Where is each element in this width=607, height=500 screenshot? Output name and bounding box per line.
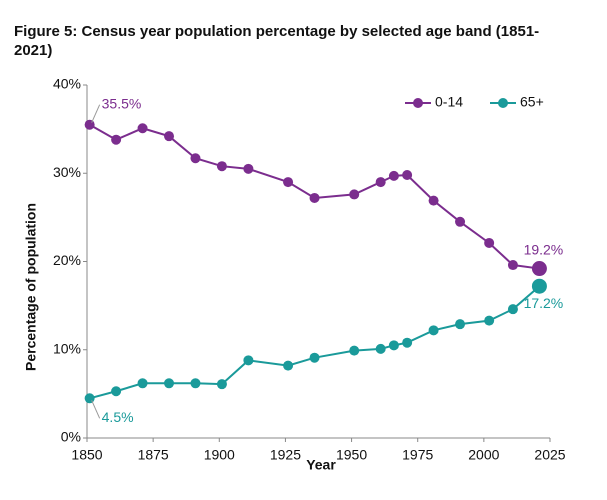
y-tick-label: 10% [53,340,81,356]
x-tick-label: 2000 [468,447,499,463]
data-point [531,261,547,277]
data-point [375,177,386,188]
legend-label: 0-14 [435,94,463,110]
data-point [402,170,413,181]
legend-marker [413,98,423,108]
series-line [89,285,541,400]
x-tick-label: 1900 [204,447,235,463]
data-point [507,304,518,315]
data-point [190,378,201,389]
data-point [349,189,360,200]
y-tick-label: 20% [53,252,81,268]
y-tick-label: 30% [53,164,81,180]
data-point [375,343,386,354]
y-tick-label: 0% [61,429,81,445]
data-point [137,123,148,134]
x-tick-label: 1850 [71,447,102,463]
data-point [309,352,320,363]
x-tick-label: 1950 [336,447,367,463]
data-point [455,319,466,330]
data-point [111,134,122,145]
data-label: 19.2% [524,241,564,257]
data-point [484,315,495,326]
data-label: 17.2% [524,295,564,311]
label-leader [91,104,101,123]
data-point [283,360,294,371]
data-point [137,378,148,389]
data-point [111,386,122,397]
x-tick-label: 1925 [270,447,301,463]
data-point [484,237,495,248]
data-point [216,161,227,172]
data-point [216,379,227,390]
data-label: 4.5% [102,409,134,425]
data-point [455,216,466,227]
data-point [164,378,175,389]
data-label: 35.5% [102,95,142,111]
data-point [428,195,439,206]
data-point [309,192,320,203]
data-point [164,131,175,142]
data-point [531,278,547,294]
data-point [402,337,413,348]
data-point [283,177,294,188]
data-point [243,163,254,174]
legend-label: 65+ [520,94,544,110]
data-point [84,119,95,130]
x-tick-label: 2025 [534,447,565,463]
label-leader [91,400,101,419]
x-tick-label: 1975 [402,447,433,463]
x-tick-label: 1875 [138,447,169,463]
data-point [388,340,399,351]
data-point [190,153,201,164]
x-axis-label: Year [306,457,336,473]
data-point [243,355,254,366]
data-point [388,170,399,181]
data-point [428,325,439,336]
y-axis-label: Percentage of population [23,203,39,371]
data-point [84,393,95,404]
chart-title: Figure 5: Census year population percent… [14,23,540,59]
legend-marker [498,98,508,108]
data-point [349,345,360,356]
data-point [507,260,518,271]
y-tick-label: 40% [53,76,81,92]
